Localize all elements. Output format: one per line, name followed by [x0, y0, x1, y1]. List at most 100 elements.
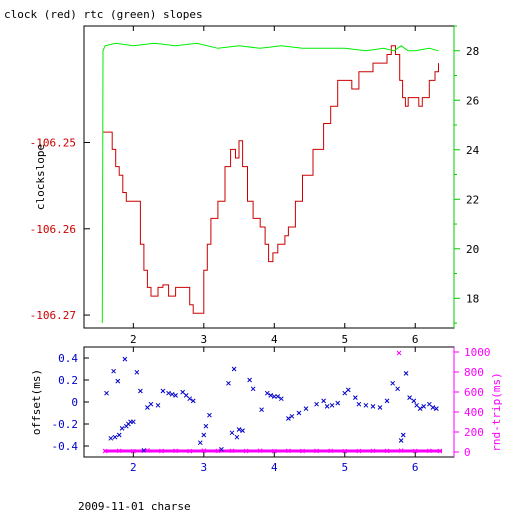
- point-offset: [173, 393, 178, 398]
- point-offset: [264, 390, 270, 396]
- point-offset: [112, 434, 118, 440]
- top-y-axis-label: clockslope: [34, 144, 47, 210]
- top-y-tick-label: -106.26: [30, 223, 76, 236]
- top-plot-axes: 2 3 4 5 6 -106.25 -106.26 -106.27 18 20 22 24 26 28: [30, 25, 480, 346]
- point-offset: [155, 402, 161, 408]
- bottom-plot-marks: [102, 350, 443, 454]
- point-rnd-trip: [187, 448, 193, 454]
- top-x-tick-label: 4: [271, 333, 278, 346]
- point-rnd-trip: [229, 448, 235, 454]
- point-offset: [403, 371, 409, 376]
- point-offset: [115, 378, 121, 384]
- point-offset: [400, 432, 406, 438]
- point-offset: [363, 402, 369, 408]
- point-offset: [108, 435, 114, 441]
- bottom-y2-axis-label: rnd-trip(ms): [490, 372, 503, 451]
- top-y2-tick-label: 22: [466, 193, 479, 206]
- point-offset: [160, 388, 166, 394]
- point-offset: [122, 356, 128, 362]
- point-rnd-trip: [398, 448, 404, 453]
- bottom-y2-tick-label: 400: [464, 406, 484, 419]
- point-rnd-trip: [396, 350, 402, 356]
- bottom-x-tick-label: 4: [271, 461, 278, 474]
- top-y2-tick-label: 24: [466, 144, 480, 157]
- top-y2-tick-label: 28: [466, 45, 479, 58]
- point-offset: [356, 401, 362, 407]
- point-offset: [130, 419, 136, 425]
- point-offset: [226, 380, 231, 386]
- bottom-y-tick-label: 0.4: [58, 352, 78, 365]
- point-offset: [314, 401, 319, 407]
- point-offset: [138, 388, 143, 394]
- bottom-y-axis-label: offset(ms): [30, 369, 43, 435]
- point-offset: [321, 398, 326, 404]
- bottom-y-tick-label: -0.2: [52, 418, 79, 431]
- point-offset: [377, 405, 383, 410]
- footer-x-label: 2009-11-01 charse: [78, 500, 191, 512]
- point-rnd-trip: [384, 448, 390, 454]
- point-offset: [370, 404, 376, 409]
- point-offset: [414, 402, 420, 408]
- point-offset: [430, 405, 436, 410]
- bottom-x-tick-label: 5: [341, 461, 348, 474]
- bottom-y2-tick-label: 200: [464, 426, 484, 439]
- point-rnd-trip: [356, 448, 362, 454]
- point-offset: [236, 427, 242, 432]
- point-offset: [329, 402, 335, 408]
- point-rnd-trip: [328, 448, 334, 454]
- top-x-tick-label: 6: [412, 333, 419, 346]
- point-offset: [303, 406, 309, 411]
- series-line-clock: [103, 45, 439, 314]
- bottom-y-tick-label: -0.4: [52, 440, 79, 453]
- point-offset: [119, 426, 125, 431]
- point-rnd-trip: [145, 448, 150, 453]
- point-offset: [229, 430, 235, 436]
- point-offset: [183, 393, 189, 398]
- point-offset: [417, 406, 423, 411]
- bottom-plot-axes: 2 3 4 5 6 0.4 0.2 0 -0.2 -0.4 1000 800 600 400 200 0: [52, 346, 491, 474]
- top-y2-tick-label: 18: [466, 292, 479, 305]
- point-rnd-trip: [286, 448, 291, 454]
- point-offset: [268, 393, 274, 398]
- top-y2-tick-label: 26: [466, 94, 479, 107]
- point-offset: [384, 398, 390, 404]
- top-x-tick-label: 3: [200, 333, 207, 346]
- point-rnd-trip: [300, 448, 305, 454]
- point-rnd-trip: [271, 448, 277, 454]
- point-offset: [250, 386, 256, 392]
- point-rnd-trip: [130, 448, 136, 454]
- chart-title: clock (red) rtc (green) slopes: [4, 8, 203, 21]
- point-rnd-trip: [412, 448, 418, 454]
- bottom-y-tick-label: 0: [71, 396, 78, 409]
- top-y-tick-label: -106.25: [30, 136, 76, 149]
- point-offset: [141, 448, 147, 453]
- point-offset: [278, 396, 284, 402]
- point-rnd-trip: [201, 448, 207, 453]
- point-offset: [247, 377, 252, 383]
- point-rnd-trip: [102, 448, 108, 454]
- point-rnd-trip: [257, 448, 263, 454]
- bottom-y2-tick-label: 0: [464, 446, 471, 459]
- point-offset: [169, 391, 175, 397]
- point-offset: [352, 395, 358, 400]
- bottom-plot-frame: [83, 346, 455, 458]
- bottom-y2-tick-label: 600: [464, 386, 484, 399]
- point-offset: [116, 432, 122, 438]
- top-plot-marks: [101, 42, 439, 324]
- point-offset: [398, 438, 404, 443]
- bottom-x-tick-label: 2: [130, 461, 137, 474]
- point-offset: [187, 396, 193, 402]
- point-rnd-trip: [116, 448, 122, 454]
- point-offset: [180, 389, 186, 395]
- point-rnd-trip: [426, 448, 432, 454]
- point-offset: [335, 400, 341, 406]
- point-rnd-trip: [173, 448, 178, 454]
- top-plot-frame: [83, 25, 455, 329]
- point-offset: [203, 423, 209, 429]
- point-rnd-trip: [342, 448, 348, 454]
- point-rnd-trip: [215, 448, 221, 454]
- point-rnd-trip: [314, 448, 319, 454]
- point-offset: [240, 428, 245, 433]
- point-offset: [345, 387, 351, 393]
- point-offset: [104, 390, 109, 396]
